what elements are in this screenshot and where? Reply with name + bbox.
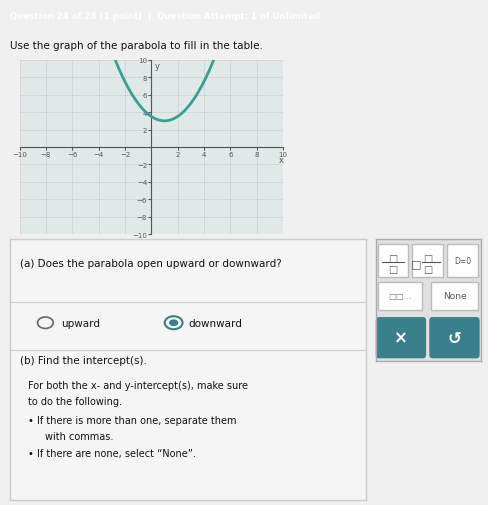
FancyBboxPatch shape xyxy=(447,245,478,277)
Text: None: None xyxy=(443,292,466,300)
Text: upward: upward xyxy=(61,318,101,328)
FancyBboxPatch shape xyxy=(376,318,426,359)
Text: ×: × xyxy=(394,329,408,347)
Text: (a) Does the parabola open upward or downward?: (a) Does the parabola open upward or dow… xyxy=(20,258,282,268)
FancyBboxPatch shape xyxy=(412,245,443,277)
Text: ↺: ↺ xyxy=(447,329,461,347)
Text: y: y xyxy=(155,62,160,71)
FancyBboxPatch shape xyxy=(378,282,422,310)
Text: • If there are none, select “None”.: • If there are none, select “None”. xyxy=(28,448,196,458)
Text: □□...: □□... xyxy=(388,292,412,300)
Text: with commas.: with commas. xyxy=(45,431,114,441)
Text: □: □ xyxy=(388,254,398,264)
Circle shape xyxy=(169,320,178,326)
FancyBboxPatch shape xyxy=(429,318,480,359)
Text: downward: downward xyxy=(188,318,242,328)
Text: Use the graph of the parabola to fill in the table.: Use the graph of the parabola to fill in… xyxy=(10,41,263,51)
Text: □: □ xyxy=(424,265,433,275)
Text: □: □ xyxy=(424,254,433,264)
Text: (b) Find the intercept(s).: (b) Find the intercept(s). xyxy=(20,356,147,366)
FancyBboxPatch shape xyxy=(378,245,408,277)
Text: D=0: D=0 xyxy=(454,257,471,266)
Text: x: x xyxy=(279,156,284,165)
Text: to do the following.: to do the following. xyxy=(28,396,122,406)
Text: For both the x- and y-intercept(s), make sure: For both the x- and y-intercept(s), make… xyxy=(28,380,247,390)
Text: • If there is more than one, separate them: • If there is more than one, separate th… xyxy=(28,416,236,425)
Text: Question 24 of 28 (1 point)  |  Question Attempt: 1 of Unlimited: Question 24 of 28 (1 point) | Question A… xyxy=(10,12,320,21)
Text: □: □ xyxy=(388,265,398,275)
Text: □: □ xyxy=(411,259,422,269)
FancyBboxPatch shape xyxy=(431,282,478,310)
